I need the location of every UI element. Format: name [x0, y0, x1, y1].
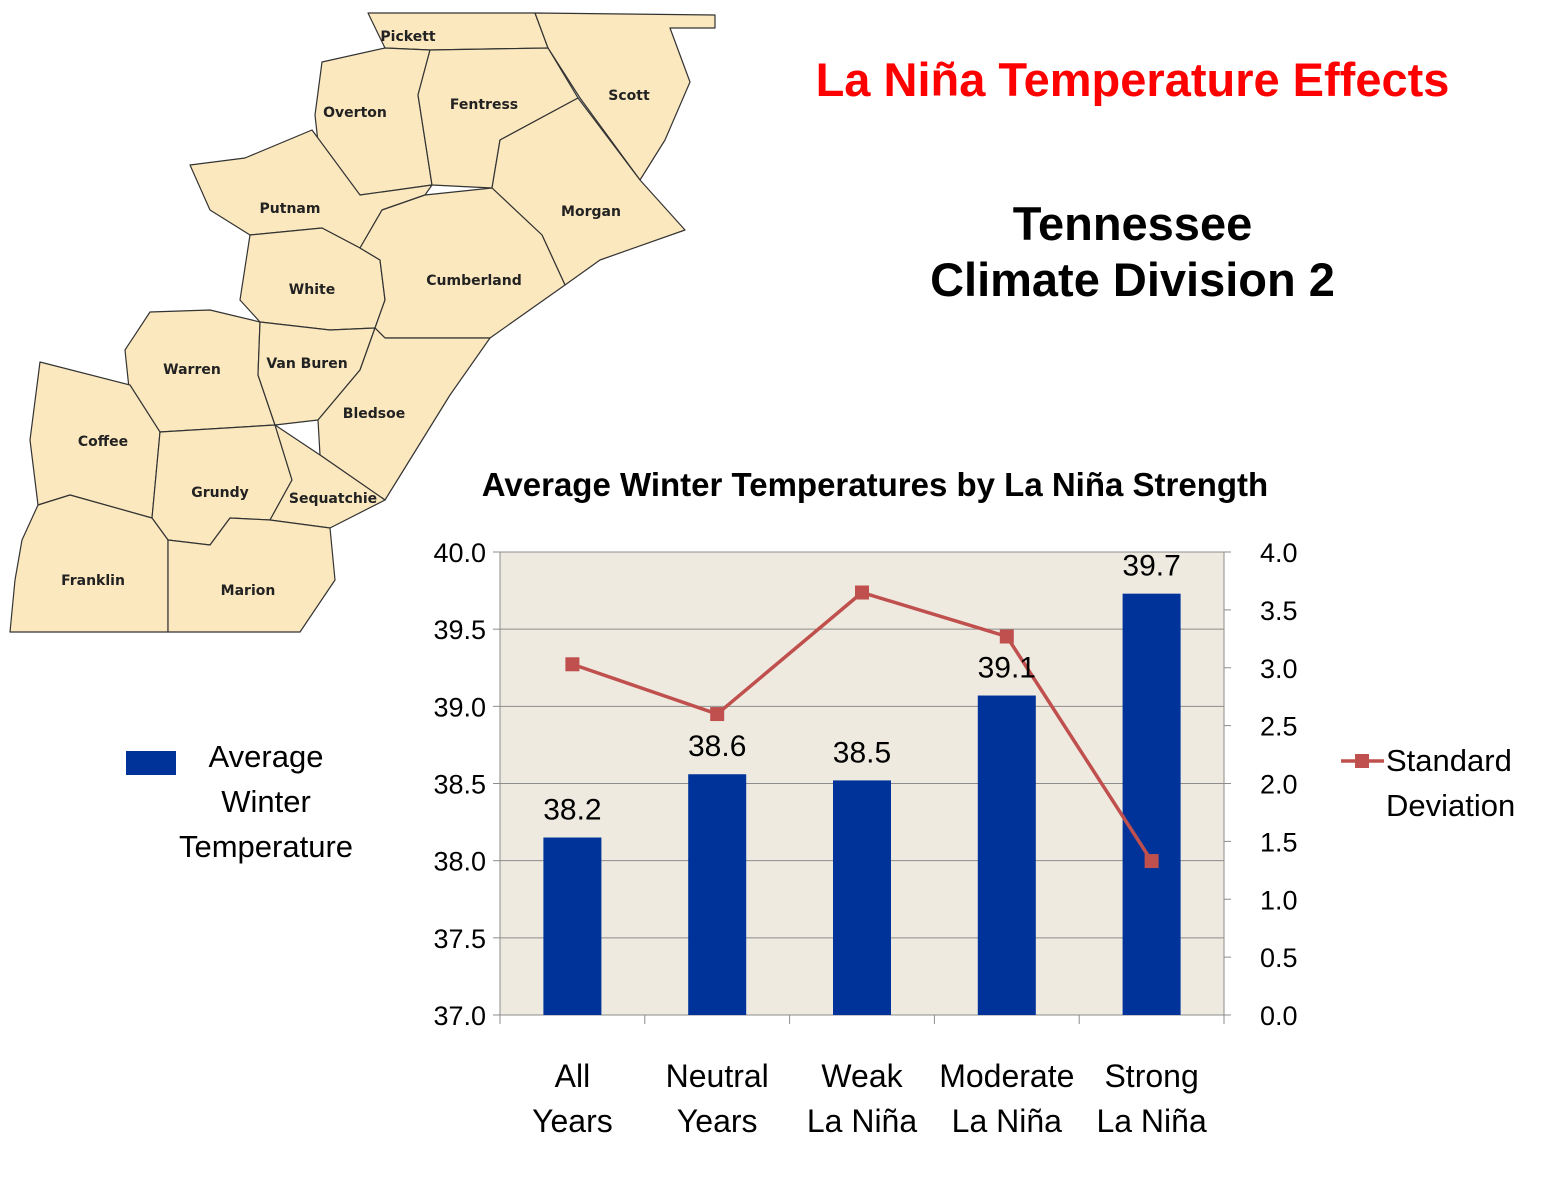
std-dev-marker [565, 657, 580, 672]
county-label: Marion [221, 583, 276, 599]
county-label: Sequatchie [289, 491, 377, 507]
y-right-tick-label: 3.5 [1260, 596, 1298, 626]
data-label: 38.6 [688, 730, 746, 763]
county-label: Putnam [260, 201, 321, 217]
bar [977, 695, 1036, 1015]
x-tick-label: Years [532, 1103, 613, 1139]
y-left-tick-label: 39.0 [433, 692, 486, 722]
county-label: Grundy [191, 485, 248, 501]
legend-label-temperature: Average [209, 739, 324, 774]
x-tick-label: Strong [1104, 1058, 1198, 1094]
county-label: Warren [163, 362, 221, 378]
y-right-tick-label: 0.5 [1260, 943, 1298, 973]
y-left-tick-label: 37.0 [433, 1001, 486, 1031]
y-left-tick-label: 39.5 [433, 615, 486, 645]
y-left-tick-label: 37.5 [433, 924, 486, 954]
county-label: Cumberland [426, 273, 521, 289]
bar [543, 837, 602, 1015]
county-label: Fentress [450, 97, 518, 113]
x-tick-label: La Niña [952, 1103, 1063, 1139]
y-right-tick-label: 3.0 [1260, 654, 1298, 684]
chart-title: Average Winter Temperatures by La Niña S… [482, 466, 1268, 503]
county-label: White [289, 282, 335, 298]
x-tick-label: La Niña [807, 1103, 918, 1139]
y-right-tick-label: 1.5 [1260, 827, 1298, 857]
y-left-tick-label: 38.0 [433, 847, 486, 877]
county-map: Pickett Scott Overton Fentress Morgan Pu… [9, 12, 716, 633]
county-label: Van Buren [266, 356, 347, 372]
bar [833, 780, 891, 1015]
y-right-tick-label: 1.0 [1260, 885, 1298, 915]
x-tick-label: Weak [821, 1058, 903, 1094]
std-dev-marker [999, 629, 1014, 644]
x-tick-label: Neutral [666, 1058, 769, 1094]
y-right-tick-label: 0.0 [1260, 1001, 1298, 1031]
y-right-tick-label: 4.0 [1260, 538, 1298, 568]
data-label: 39.1 [978, 652, 1036, 685]
y-left-tick-label: 40.0 [433, 538, 486, 568]
std-dev-marker [855, 585, 869, 600]
x-tick-label: Moderate [939, 1058, 1074, 1094]
x-tick-label: Years [677, 1103, 758, 1139]
legend-marker-stddev [1355, 754, 1369, 768]
county-label: Coffee [78, 434, 128, 450]
temperature-chart: Average Winter Temperatures by La Niña S… [126, 466, 1515, 1139]
std-dev-marker [1144, 854, 1159, 869]
county-label: Bledsoe [343, 406, 405, 422]
data-label: 39.7 [1122, 550, 1180, 583]
slide-subtitle: Tennessee Climate Division 2 [880, 196, 1385, 309]
legend-label-temperature: Temperature [179, 829, 353, 864]
y-right-tick-label: 2.0 [1260, 770, 1298, 800]
bar [1122, 593, 1181, 1015]
slide-title: La Niña Temperature Effects [815, 53, 1450, 106]
bar [688, 774, 747, 1015]
data-label: 38.2 [543, 794, 601, 827]
legend-swatch-temperature [126, 751, 176, 775]
legend-label-temperature: Winter [221, 784, 311, 819]
y-left-tick-label: 38.5 [433, 770, 486, 800]
county-label: Scott [608, 88, 650, 104]
data-label: 38.5 [833, 736, 891, 769]
county-label: Pickett [380, 29, 435, 45]
county-label: Overton [323, 105, 387, 121]
y-right-tick-label: 2.5 [1260, 712, 1298, 742]
county-scott [534, 12, 716, 181]
subtitle-line: Climate Division 2 [930, 253, 1335, 307]
county-label: Franklin [61, 573, 125, 589]
x-tick-label: La Niña [1096, 1103, 1207, 1139]
std-dev-marker [710, 707, 725, 722]
x-tick-label: All [555, 1058, 591, 1094]
legend-label-stddev: Deviation [1386, 788, 1515, 823]
legend-label-stddev: Standard [1386, 743, 1512, 778]
subtitle-line: Tennessee [1012, 197, 1253, 250]
county-marion [167, 517, 336, 633]
county-label: Morgan [561, 204, 621, 220]
